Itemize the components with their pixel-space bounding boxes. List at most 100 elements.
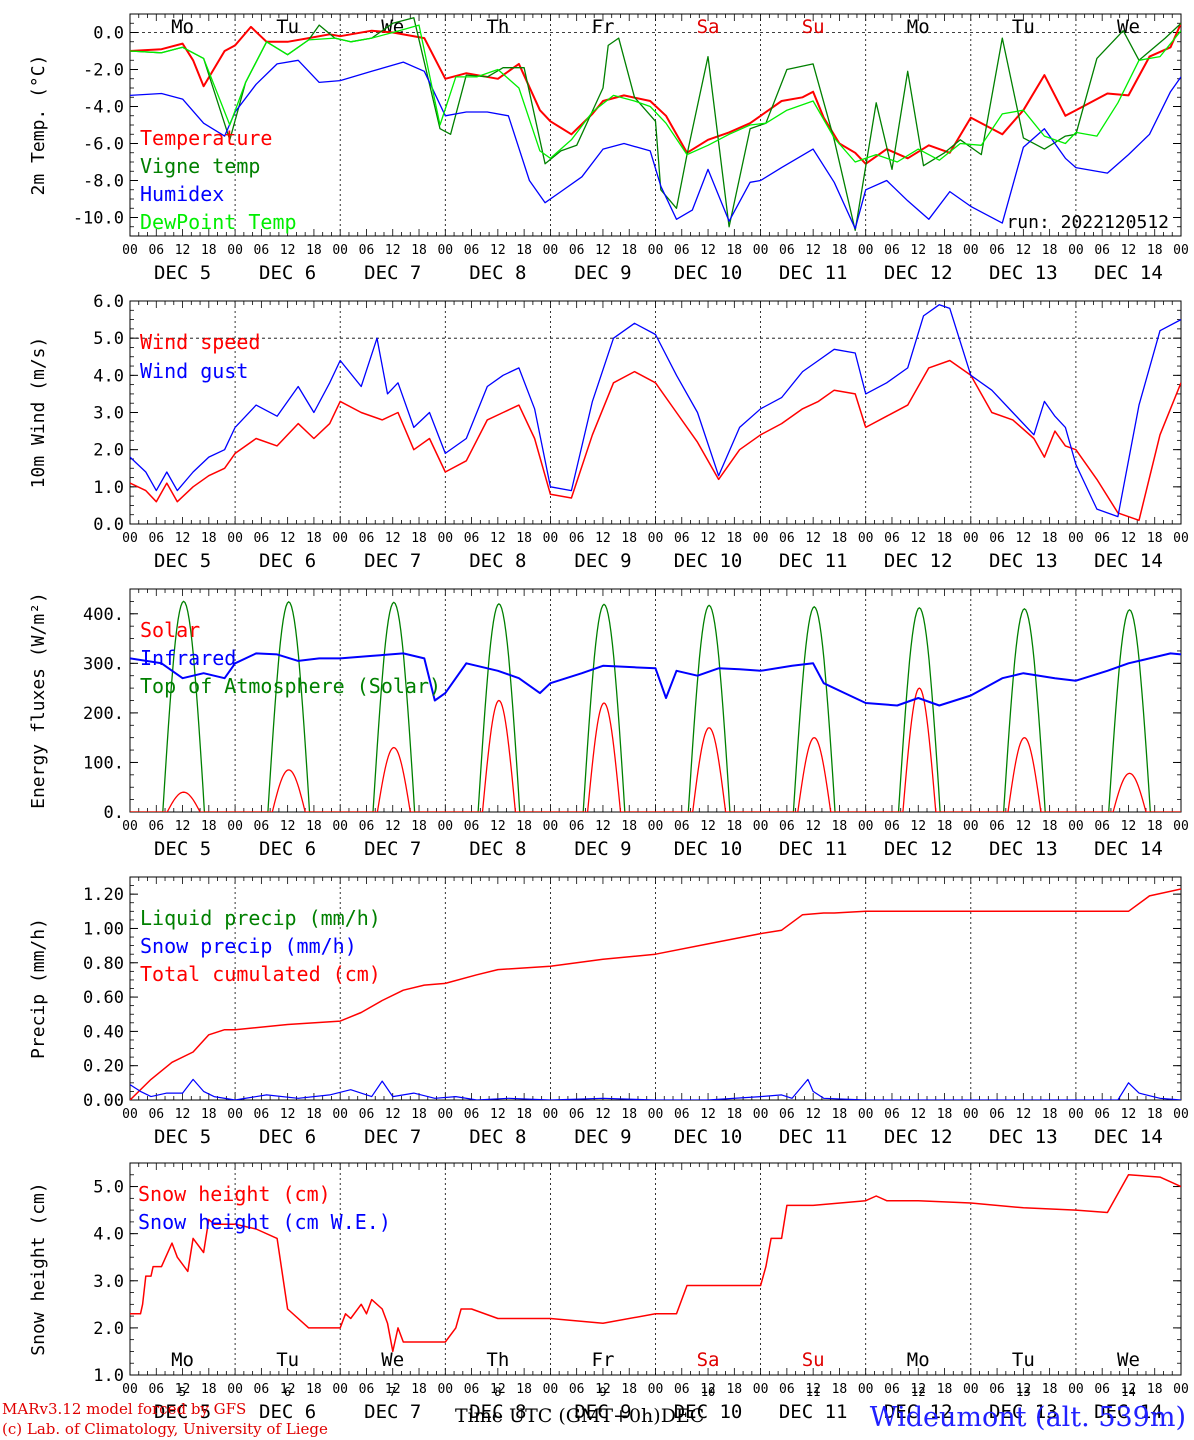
panel2-hour-label: 18 [201, 531, 217, 546]
panel5-hour-label: 18 [832, 1382, 848, 1397]
panel4-hour-label: 12 [280, 1107, 296, 1122]
panel2-y-tick-label: 1.0 [93, 478, 124, 498]
panel5-date-label: DEC 6 [259, 1401, 316, 1423]
panel3-hour-label: 00 [963, 819, 979, 834]
panel3-hour-label: 18 [306, 819, 322, 834]
panel4-hour-label: 18 [201, 1107, 217, 1122]
panel4-hour-label: 12 [1121, 1107, 1137, 1122]
panel4-hour-label: 00 [437, 1107, 453, 1122]
panel4-hour-label: 18 [411, 1107, 427, 1122]
panel4-date-label: DEC 7 [364, 1126, 421, 1148]
panel4-hour-label: 06 [884, 1107, 900, 1122]
panel1-hour-label: 06 [989, 243, 1005, 258]
panel4-hour-label: 18 [306, 1107, 322, 1122]
panel4-hour-label: 12 [595, 1107, 611, 1122]
panel4-hour-label: 00 [1173, 1107, 1189, 1122]
panel5-hour-label: 00 [332, 1382, 348, 1397]
panel5-hour-label: 00 [1173, 1382, 1189, 1397]
panel1-y-tick-label: -2.0 [83, 61, 124, 81]
panel2-date-label: DEC 13 [989, 550, 1058, 572]
panel4-date-label: DEC 8 [469, 1126, 526, 1148]
panel4-hour-label: 06 [464, 1107, 480, 1122]
panel3-hour-label: 06 [464, 819, 480, 834]
day-number-label: 7 [389, 1385, 396, 1399]
snow-height-cm-series-line [130, 1174, 1181, 1353]
panel5-hour-label: 12 [1121, 1382, 1137, 1397]
panel4-hour-label: 06 [569, 1107, 585, 1122]
panel5-y-tick-label: 2.0 [93, 1319, 124, 1339]
panel3-y-tick-label: 0. [104, 803, 124, 823]
panel3-hour-label: 18 [621, 819, 637, 834]
day-name-top: We [1117, 16, 1140, 38]
panel4-hour-label: 06 [674, 1107, 690, 1122]
panel5-legend-entry: Snow height (cm W.E.) [138, 1210, 391, 1234]
panel2-y-tick-label: 6.0 [93, 292, 124, 312]
panel2-date-label: DEC 10 [674, 550, 743, 572]
panel4-hour-label: 12 [1016, 1107, 1032, 1122]
panel4-hour-label: 00 [753, 1107, 769, 1122]
panel3-hour-label: 00 [1068, 819, 1084, 834]
panel5-date-label: DEC 14 [1094, 1401, 1163, 1423]
panel5-hour-label: 06 [884, 1382, 900, 1397]
panel4-legend-entry: Total cumulated (cm) [140, 962, 381, 986]
panel4-hour-label: 06 [989, 1107, 1005, 1122]
panel1-hour-label: 12 [805, 243, 821, 258]
panel3-hour-label: 18 [201, 819, 217, 834]
panel1-y-tick-label: -8.0 [83, 172, 124, 192]
panel4-hour-label: 18 [1147, 1107, 1163, 1122]
panel5-hour-label: 12 [910, 1382, 926, 1397]
panel1-date-label: DEC 7 [364, 262, 421, 284]
panel3-hour-label: 00 [332, 819, 348, 834]
panel5-hour-label: 18 [726, 1382, 742, 1397]
panel2-y-axis-label: 10m Wind (m/s) [28, 337, 49, 489]
panel1-hour-label: 00 [963, 243, 979, 258]
day-name-bottom: Fr [592, 1349, 615, 1371]
day-name-top: Sa [697, 16, 720, 38]
temperature-series-line [130, 22, 1181, 165]
panel1-hour-label: 18 [201, 243, 217, 258]
panel3-legend-entry: Solar [140, 618, 200, 642]
panel3-hour-label: 18 [1147, 819, 1163, 834]
panel4-hour-label: 12 [385, 1107, 401, 1122]
panel3-hour-label: 18 [832, 819, 848, 834]
panel4-hour-label: 06 [148, 1107, 164, 1122]
panel3-hour-label: 06 [359, 819, 375, 834]
panel3-hour-label: 18 [937, 819, 953, 834]
panel5-hour-label: 00 [1068, 1382, 1084, 1397]
panel3-hour-label: 18 [411, 819, 427, 834]
panel1-hour-label: 12 [385, 243, 401, 258]
panel3-hour-label: 12 [595, 819, 611, 834]
panel5-hour-label: 00 [648, 1382, 664, 1397]
time-axis-title-text: Time UTC (GMT+0h) [455, 1405, 661, 1427]
panel2-hour-label: 18 [411, 531, 427, 546]
panel1-y-tick-label: -4.0 [83, 98, 124, 118]
day-name-top: Mo [171, 16, 194, 38]
panel1-hour-label: 18 [516, 243, 532, 258]
panel3-hour-label: 06 [254, 819, 270, 834]
panel2-hour-label: 12 [490, 531, 506, 546]
panel4-date-label: DEC 12 [884, 1126, 953, 1148]
panel3-hour-label: 12 [805, 819, 821, 834]
panel2-hour-label: 06 [674, 531, 690, 546]
day-name-top: Mo [907, 16, 930, 38]
vigne-temp-series-line [130, 17, 1181, 232]
panel3-date-label: DEC 10 [674, 838, 743, 860]
toa-solar-series-line [130, 600, 1181, 812]
panel3-hour-label: 00 [122, 819, 138, 834]
panel1-legend-entry: Temperature [140, 126, 272, 150]
panel1-date-label: DEC 6 [259, 262, 316, 284]
panel2-hour-label: 18 [832, 531, 848, 546]
panel2-hour-label: 18 [306, 531, 322, 546]
panel2-legend-entry: Wind gust [140, 359, 248, 383]
panel5-hour-label: 06 [1094, 1382, 1110, 1397]
panel5-hour-label: 06 [359, 1382, 375, 1397]
panel2-hour-label: 06 [1094, 531, 1110, 546]
panel3-date-label: DEC 9 [574, 838, 631, 860]
solar-series-line [130, 687, 1181, 812]
panel2-hour-label: 18 [516, 531, 532, 546]
panel5-y-axis-label: Snow height (cm) [28, 1182, 49, 1355]
panel5-date-label: DEC 10 [674, 1401, 743, 1423]
panel5-hour-label: 06 [148, 1382, 164, 1397]
panel4-hour-label: 12 [175, 1107, 191, 1122]
day-name-top: Tu [1012, 16, 1035, 38]
